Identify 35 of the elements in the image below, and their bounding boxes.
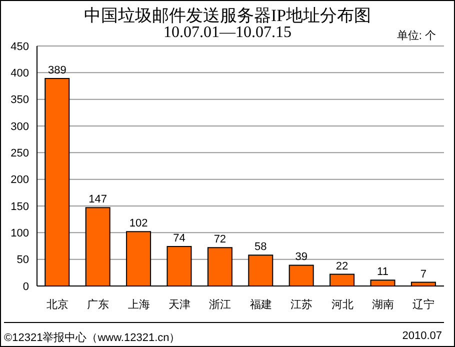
x-tick-label: 上海 (128, 298, 150, 311)
data-label: 7 (420, 268, 427, 280)
y-tick-label: 150 (10, 200, 29, 213)
data-label: 22 (336, 260, 348, 272)
chart-subtitle: 10.07.01—10.07.15 (164, 24, 292, 41)
x-tick-label: 福建 (250, 298, 272, 311)
y-tick-label: 300 (10, 120, 29, 133)
x-tick-label: 广东 (87, 298, 110, 311)
x-tick-label: 浙江 (209, 298, 232, 311)
text: 单位: 个 (396, 29, 436, 43)
chart-title: 中国垃圾邮件发送服务器IP地址分布图 (82, 5, 372, 26)
text: ©12321举报中心（www.12321.cn） (4, 330, 180, 345)
data-label: 147 (88, 194, 108, 206)
y-tick-label: 250 (10, 148, 29, 160)
data-label: 72 (214, 234, 226, 246)
data-label: 102 (129, 218, 148, 230)
x-tick-label: 江苏 (290, 298, 313, 311)
x-tick-label: 辽宁 (412, 298, 435, 311)
data-label: 74 (173, 232, 186, 245)
data-label: 389 (48, 64, 66, 77)
y-tick-label: 100 (10, 228, 29, 240)
y-tick-label: 350 (10, 94, 29, 106)
x-tick-label: 天津 (168, 298, 190, 311)
data-label: 39 (295, 251, 308, 264)
data-label: 58 (254, 241, 267, 254)
text: 2010.07 (402, 330, 442, 342)
y-tick-label: 450 (10, 40, 29, 53)
y-tick-label: 400 (10, 68, 29, 80)
y-tick-label: 0 (22, 280, 29, 293)
x-tick-label: 河北 (331, 298, 354, 311)
data-label: 11 (377, 266, 388, 278)
x-tick-label: 湖南 (372, 298, 394, 311)
y-tick-label: 50 (16, 254, 29, 266)
x-tick-label: 北京 (46, 298, 68, 311)
y-tick-label: 200 (10, 174, 29, 186)
